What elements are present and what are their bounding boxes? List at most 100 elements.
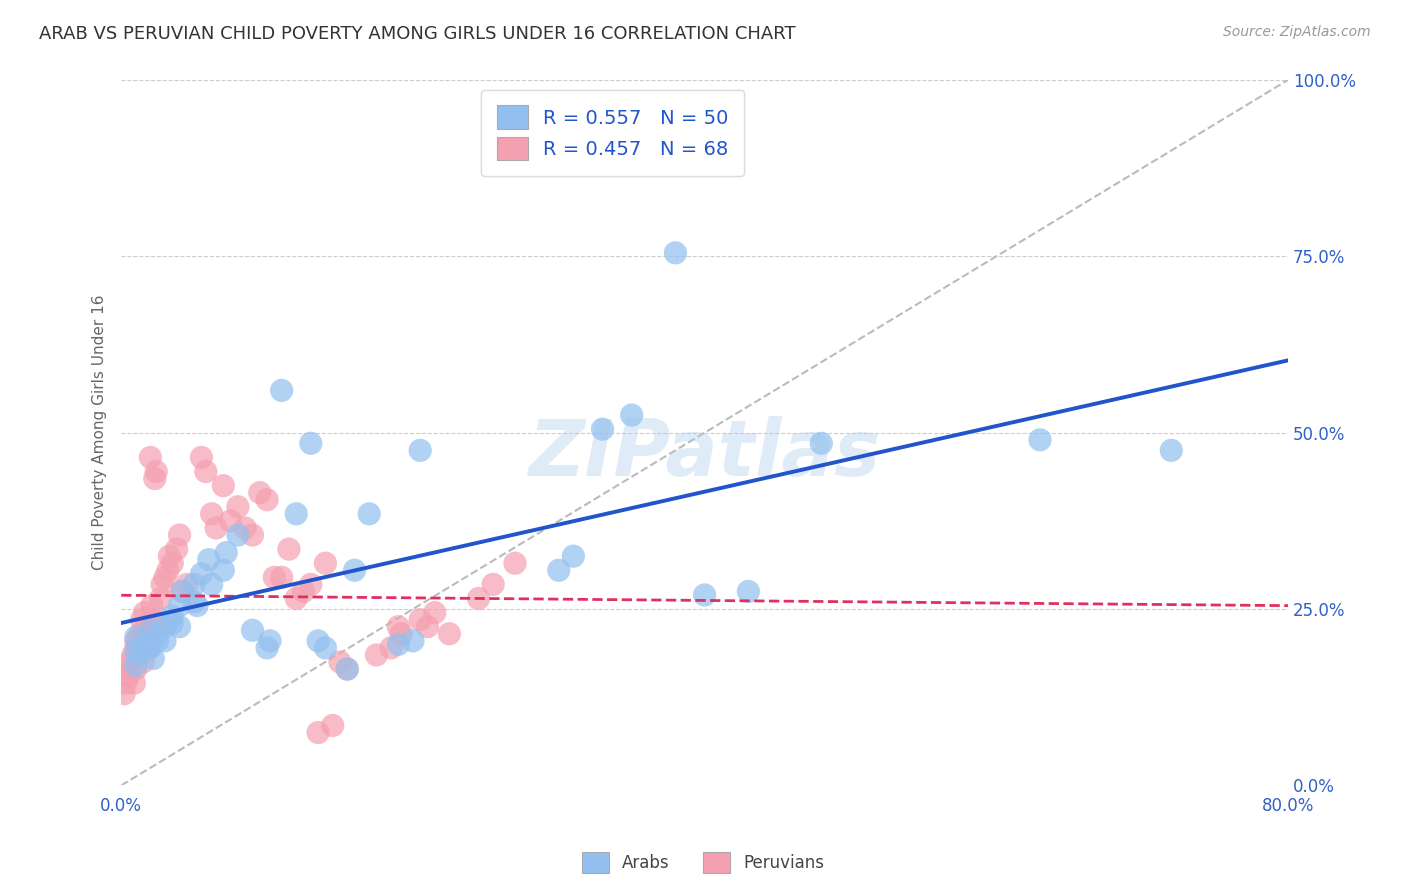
Point — [125, 644, 148, 658]
Point — [263, 570, 285, 584]
Point — [1029, 433, 1052, 447]
Point — [270, 384, 292, 398]
Point — [285, 591, 308, 606]
Point — [737, 584, 759, 599]
Point — [132, 637, 155, 651]
Point — [256, 492, 278, 507]
Point — [336, 662, 359, 676]
Point — [307, 633, 329, 648]
Point — [131, 613, 153, 627]
Point — [387, 637, 409, 651]
Point — [146, 633, 169, 648]
Point — [169, 620, 191, 634]
Point — [125, 662, 148, 676]
Point — [172, 584, 194, 599]
Point — [205, 521, 228, 535]
Point — [547, 563, 569, 577]
Point — [125, 630, 148, 644]
Point — [387, 620, 409, 634]
Legend: R = 0.557   N = 50, R = 0.457   N = 68: R = 0.557 N = 50, R = 0.457 N = 68 — [481, 90, 744, 176]
Point — [409, 443, 432, 458]
Point — [219, 514, 242, 528]
Point — [183, 577, 205, 591]
Point — [336, 662, 359, 676]
Point — [259, 633, 281, 648]
Point — [329, 655, 352, 669]
Point — [592, 422, 614, 436]
Point — [139, 450, 162, 465]
Point — [138, 640, 160, 655]
Point — [136, 627, 159, 641]
Point — [380, 640, 402, 655]
Point — [153, 620, 176, 634]
Point — [620, 408, 643, 422]
Point — [810, 436, 832, 450]
Point — [285, 507, 308, 521]
Point — [314, 640, 336, 655]
Point — [416, 620, 439, 634]
Point — [664, 245, 686, 260]
Point — [190, 450, 212, 465]
Point — [129, 640, 152, 655]
Point — [132, 655, 155, 669]
Point — [299, 436, 322, 450]
Point — [142, 613, 165, 627]
Point — [482, 577, 505, 591]
Point — [314, 556, 336, 570]
Point — [197, 552, 219, 566]
Point — [212, 563, 235, 577]
Point — [129, 627, 152, 641]
Point — [194, 465, 217, 479]
Point — [141, 599, 163, 613]
Text: ZIPatlas: ZIPatlas — [529, 416, 880, 491]
Point — [242, 624, 264, 638]
Point — [226, 528, 249, 542]
Point — [389, 627, 412, 641]
Point — [172, 584, 194, 599]
Point — [402, 633, 425, 648]
Point — [201, 577, 224, 591]
Point — [256, 640, 278, 655]
Point — [149, 591, 172, 606]
Point — [156, 563, 179, 577]
Point — [249, 485, 271, 500]
Point — [125, 633, 148, 648]
Point — [143, 472, 166, 486]
Point — [186, 599, 208, 613]
Point — [183, 595, 205, 609]
Point — [359, 507, 381, 521]
Point — [166, 542, 188, 557]
Point — [270, 570, 292, 584]
Point — [322, 718, 344, 732]
Point — [176, 577, 198, 591]
Point — [153, 633, 176, 648]
Point — [169, 528, 191, 542]
Point — [212, 478, 235, 492]
Point — [125, 658, 148, 673]
Point — [139, 624, 162, 638]
Point — [125, 640, 148, 655]
Point — [124, 676, 146, 690]
Point — [128, 633, 150, 648]
Point — [162, 609, 184, 624]
Point — [242, 528, 264, 542]
Point — [150, 577, 173, 591]
Point — [366, 648, 388, 662]
Point — [146, 627, 169, 641]
Point — [112, 687, 135, 701]
Point — [153, 570, 176, 584]
Y-axis label: Child Poverty Among Girls Under 16: Child Poverty Among Girls Under 16 — [93, 295, 107, 571]
Text: ARAB VS PERUVIAN CHILD POVERTY AMONG GIRLS UNDER 16 CORRELATION CHART: ARAB VS PERUVIAN CHILD POVERTY AMONG GIR… — [39, 25, 796, 43]
Point — [693, 588, 716, 602]
Point — [201, 507, 224, 521]
Point — [135, 620, 157, 634]
Point — [128, 648, 150, 662]
Point — [118, 655, 141, 669]
Point — [278, 542, 301, 557]
Point — [122, 648, 145, 662]
Point — [562, 549, 585, 564]
Point — [215, 546, 238, 560]
Text: Source: ZipAtlas.com: Source: ZipAtlas.com — [1223, 25, 1371, 39]
Point — [134, 606, 156, 620]
Point — [146, 620, 169, 634]
